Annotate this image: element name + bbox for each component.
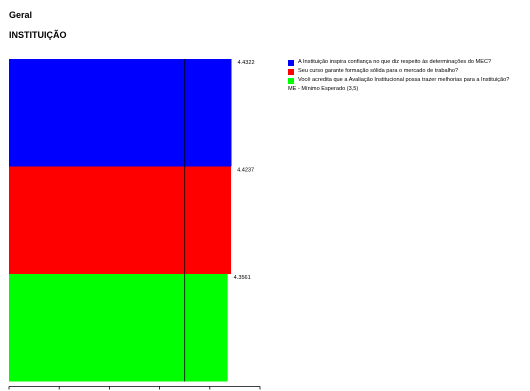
bar-2 xyxy=(9,166,232,274)
legend-label: A Instituição inspira confiança no que d… xyxy=(298,59,492,65)
chart-legend: A Instituição inspira confiança no que d… xyxy=(288,58,509,94)
legend-swatch xyxy=(288,77,294,84)
bar-3 xyxy=(9,274,228,382)
bar-value-label: 4.4237 xyxy=(237,168,254,174)
bar-value-label: 4.4322 xyxy=(237,60,254,66)
legend-item: Você acredita que a Avaliação Institucio… xyxy=(288,76,509,85)
legend-reference-note: ME - Mínimo Esperado (3,5) xyxy=(288,86,359,92)
legend-label: Seu curso garante formação sólida para o… xyxy=(298,68,459,74)
legend-label: Você acredita que a Avaliação Institucio… xyxy=(298,77,510,83)
legend-swatch xyxy=(288,68,294,75)
bar-value-label: 4.3561 xyxy=(234,275,251,281)
legend-item: A Instituição inspira confiança no que d… xyxy=(288,58,509,67)
bar-1 xyxy=(9,59,232,167)
chart-title: INSTITUIÇÃO xyxy=(9,30,67,40)
section-title: Geral xyxy=(9,10,33,20)
legend-swatch xyxy=(288,59,294,66)
legend-item: Seu curso garante formação sólida para o… xyxy=(288,67,509,76)
